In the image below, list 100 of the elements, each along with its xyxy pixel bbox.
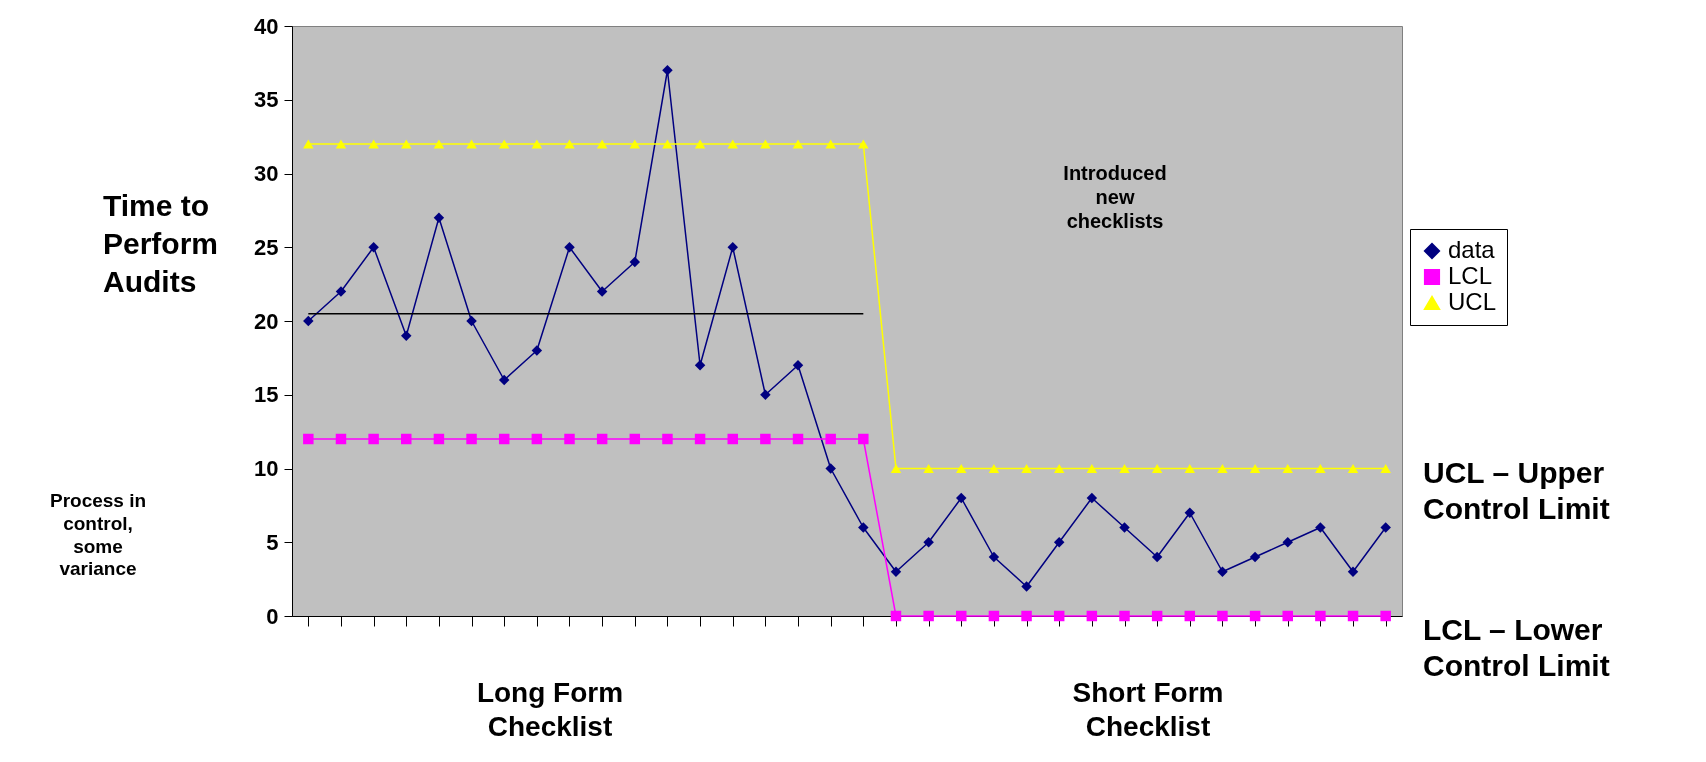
point bbox=[335, 286, 347, 297]
point bbox=[368, 433, 379, 445]
point bbox=[662, 433, 673, 445]
point bbox=[564, 242, 575, 253]
point bbox=[1282, 537, 1293, 548]
point bbox=[694, 360, 706, 371]
point bbox=[596, 286, 608, 297]
y-tick-label: 10 bbox=[254, 456, 279, 481]
point bbox=[368, 139, 379, 149]
point bbox=[401, 139, 412, 149]
point bbox=[956, 610, 967, 622]
legend-label: data bbox=[1448, 236, 1496, 263]
point bbox=[792, 360, 804, 371]
point bbox=[433, 433, 445, 445]
text: Short Form Checklist bbox=[1072, 677, 1224, 742]
point bbox=[727, 242, 738, 253]
text: LCL – Lower Control Limit bbox=[1423, 613, 1610, 682]
point bbox=[629, 256, 641, 268]
point bbox=[956, 492, 967, 504]
point bbox=[694, 139, 706, 149]
point bbox=[1086, 492, 1098, 504]
point bbox=[858, 139, 869, 149]
y-tick-label: 5 bbox=[266, 529, 279, 555]
point bbox=[303, 315, 314, 327]
point bbox=[303, 433, 314, 445]
text: Long Form Checklist bbox=[476, 677, 624, 742]
point bbox=[1315, 522, 1326, 533]
point bbox=[466, 433, 477, 445]
point bbox=[1249, 463, 1261, 474]
point bbox=[433, 139, 445, 149]
point bbox=[531, 139, 543, 149]
point bbox=[1282, 463, 1293, 474]
y-tick-label: 30 bbox=[254, 161, 279, 186]
point bbox=[1053, 463, 1065, 474]
point bbox=[498, 433, 510, 445]
y-tick-label: 20 bbox=[254, 308, 279, 334]
point bbox=[760, 389, 771, 400]
y-tick-label: 15 bbox=[254, 382, 279, 408]
point bbox=[1021, 581, 1032, 592]
point bbox=[792, 433, 804, 445]
point bbox=[1119, 522, 1130, 533]
point bbox=[825, 433, 836, 445]
point bbox=[1119, 463, 1130, 474]
point bbox=[825, 463, 836, 474]
point bbox=[988, 610, 1000, 622]
point bbox=[401, 433, 412, 445]
point bbox=[1249, 551, 1261, 563]
point bbox=[792, 139, 804, 149]
y-tick-label: 40 bbox=[254, 13, 279, 39]
point bbox=[1347, 463, 1359, 474]
point bbox=[629, 139, 641, 149]
point bbox=[890, 566, 902, 577]
point bbox=[564, 433, 575, 445]
point bbox=[760, 139, 771, 149]
legend-label: LCL bbox=[1448, 262, 1493, 289]
point bbox=[303, 139, 314, 149]
point bbox=[1217, 463, 1228, 474]
point bbox=[1151, 463, 1163, 474]
point bbox=[662, 139, 673, 149]
point bbox=[1053, 610, 1065, 622]
point bbox=[923, 463, 934, 474]
point bbox=[988, 463, 1000, 474]
point bbox=[1184, 610, 1196, 622]
point bbox=[1282, 610, 1293, 622]
point bbox=[629, 433, 641, 445]
point bbox=[498, 374, 510, 386]
point bbox=[1380, 522, 1391, 533]
legend-label: UCL bbox=[1448, 288, 1497, 315]
point bbox=[596, 433, 608, 445]
point bbox=[923, 610, 934, 622]
point bbox=[988, 551, 1000, 563]
point bbox=[1347, 610, 1359, 622]
point bbox=[368, 242, 379, 253]
point bbox=[1184, 463, 1196, 474]
point bbox=[1315, 610, 1326, 622]
point bbox=[890, 463, 902, 474]
point bbox=[564, 139, 575, 149]
point bbox=[498, 139, 510, 149]
point bbox=[760, 433, 771, 445]
text: UCL – Upper Control Limit bbox=[1423, 456, 1610, 525]
point bbox=[825, 139, 836, 149]
point bbox=[956, 463, 967, 474]
point bbox=[596, 139, 608, 149]
point bbox=[662, 65, 673, 76]
point bbox=[531, 345, 543, 356]
point bbox=[466, 139, 477, 149]
text: Process in control, some variance bbox=[49, 490, 147, 580]
point bbox=[1217, 566, 1228, 577]
point bbox=[727, 433, 738, 445]
y-axis-title: Time to Perform Audits bbox=[103, 189, 219, 298]
y-tick-label: 25 bbox=[254, 234, 279, 260]
point bbox=[1151, 551, 1163, 563]
point bbox=[1021, 463, 1032, 474]
point bbox=[1151, 610, 1163, 622]
y-tick-label: 35 bbox=[254, 87, 279, 113]
point bbox=[1347, 566, 1359, 577]
point bbox=[1086, 463, 1098, 474]
point bbox=[727, 139, 738, 149]
point bbox=[1119, 610, 1130, 622]
point bbox=[858, 433, 869, 445]
